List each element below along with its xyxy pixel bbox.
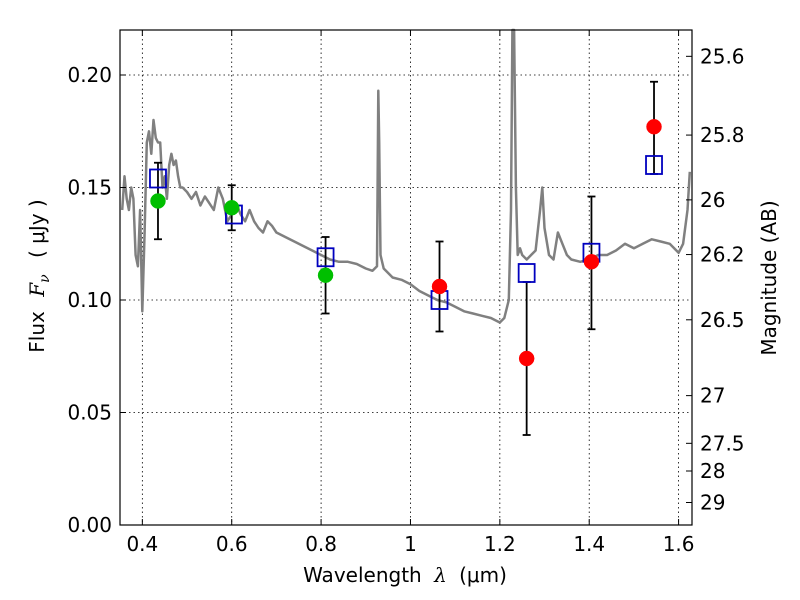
x-tick-label: 1.6 xyxy=(663,532,695,556)
y-tick-label: 0.00 xyxy=(67,513,112,537)
mag-tick-label: 26 xyxy=(700,188,725,212)
model-spectrum xyxy=(120,28,692,324)
measurement-point xyxy=(518,350,535,367)
mag-tick-label: 25.8 xyxy=(700,123,745,147)
grid xyxy=(120,30,692,525)
measurement-point xyxy=(431,278,448,295)
data-markers xyxy=(149,119,663,367)
y2-axis-label: Magnitude (AB) xyxy=(757,200,781,355)
y-axis-label-unit: ( μJy ) xyxy=(25,199,49,258)
error-bars xyxy=(153,80,659,436)
model-band-square xyxy=(645,155,663,175)
y-axis-label-text: Flux xyxy=(25,311,49,353)
x-axis-label-text: Wavelength xyxy=(303,563,422,587)
mag-tick-label: 25.6 xyxy=(700,44,745,68)
measurement-point xyxy=(317,267,334,283)
x-axis-label-symbol: λ xyxy=(433,563,447,587)
model-band-square xyxy=(149,168,167,189)
y-axis-label-subscript: ν xyxy=(37,274,53,283)
mag-tick-label: 27.5 xyxy=(700,431,745,455)
x-axis-label-unit: (μm) xyxy=(459,563,507,587)
mag-tick-label: 26.2 xyxy=(700,243,745,267)
model-band-square xyxy=(517,263,536,283)
measurement-point xyxy=(583,254,600,270)
measurement-point xyxy=(150,193,166,209)
model-spectrum-line xyxy=(120,28,692,324)
measurement-point xyxy=(646,119,662,135)
y-tick-label: 0.05 xyxy=(67,401,112,425)
x-tick-label: 1.4 xyxy=(573,532,605,556)
x-tick-label: 0.6 xyxy=(216,532,248,556)
model-band-square xyxy=(316,247,335,268)
y-axis-label: Flux Fν ( μJy ) xyxy=(25,199,54,352)
x-tick-label: 0.8 xyxy=(305,532,337,556)
measurement-point xyxy=(223,200,240,216)
x-axis-label: Wavelength λ (μm) xyxy=(303,563,507,587)
y-axis-label-symbol: F xyxy=(25,282,49,298)
y-tick-label: 0.15 xyxy=(67,176,112,200)
mag-tick-label: 29 xyxy=(700,491,725,515)
x-tick-label: 1.2 xyxy=(484,532,516,556)
mag-tick-label: 28 xyxy=(700,459,725,483)
y-tick-label: 0.10 xyxy=(67,288,112,312)
mag-tick-label: 26.5 xyxy=(700,308,745,332)
y-tick-label: 0.20 xyxy=(67,63,112,87)
plot-frame xyxy=(119,29,693,526)
mag-tick-label: 27 xyxy=(700,384,725,408)
axis-ticks: 0.4 0.6 0.8 1 1.2 1.4 1.6 0.00 0.05 0.10 0.15 0.20 2… xyxy=(67,30,745,556)
x-tick-label: 0.4 xyxy=(126,532,158,556)
x-tick-label: 1 xyxy=(404,532,417,556)
